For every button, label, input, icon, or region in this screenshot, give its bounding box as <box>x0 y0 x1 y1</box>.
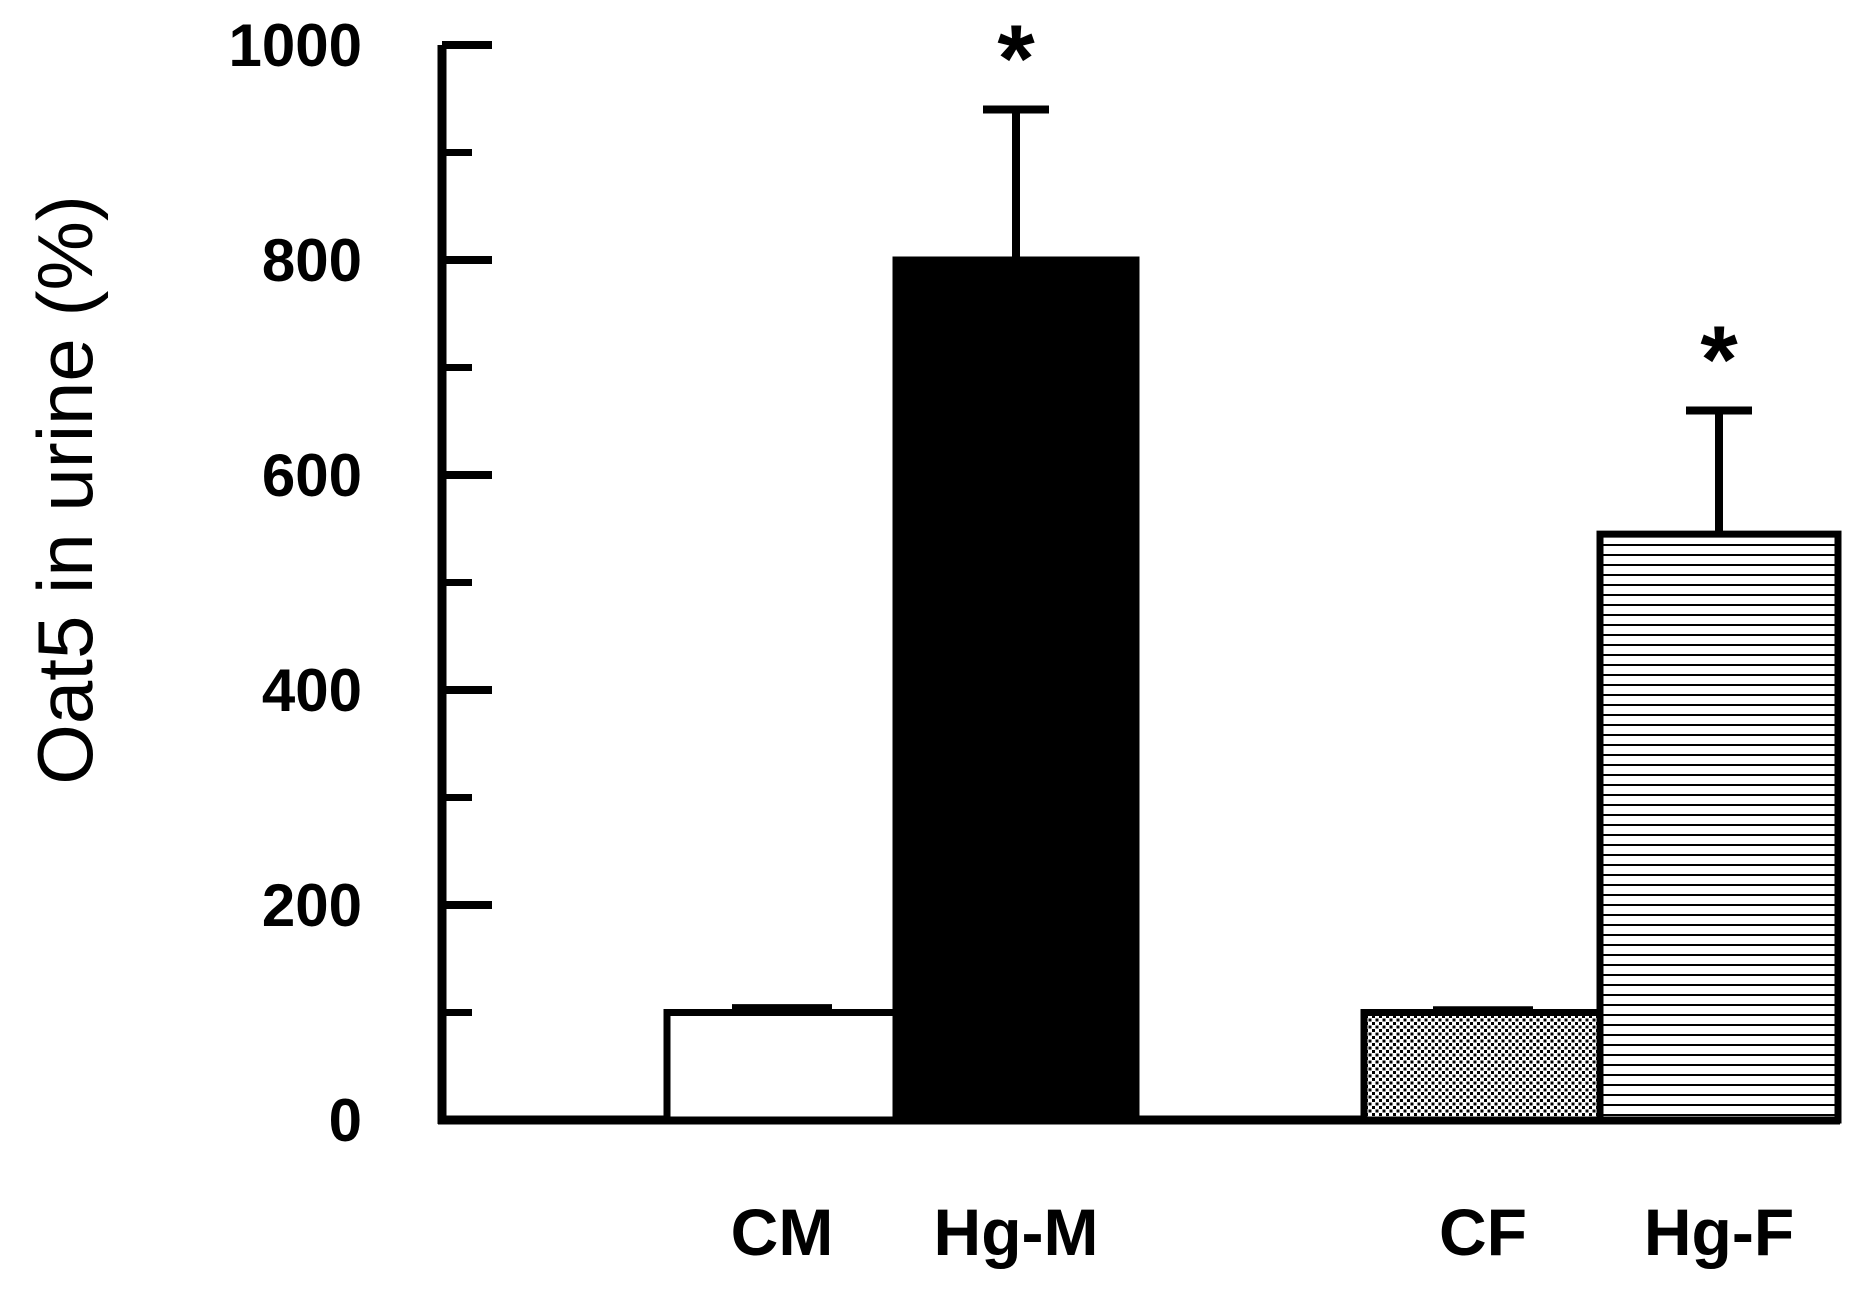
x-tick-label-hg-f: Hg-F <box>1644 1195 1794 1269</box>
y-tick-label: 1000 <box>229 12 362 79</box>
bar-cm <box>663 1009 901 1124</box>
significance-marker: * <box>1700 307 1738 414</box>
y-tick-label: 400 <box>262 657 362 724</box>
bar-cf <box>1360 1009 1606 1124</box>
x-tick-label-hg-m: Hg-M <box>934 1195 1099 1269</box>
y-axis-label: Oat5 in urine (%) <box>21 195 109 785</box>
bars <box>663 105 1842 1124</box>
x-tick-label-cf: CF <box>1439 1195 1527 1269</box>
y-tick-label: 200 <box>262 872 362 939</box>
x-tick-label-cm: CM <box>731 1195 834 1269</box>
y-tick-label: 600 <box>262 442 362 509</box>
y-tick-label: 800 <box>262 227 362 294</box>
bar-hg-f <box>1596 530 1842 1124</box>
significance-marker: * <box>997 6 1035 113</box>
bar-hg-m <box>892 256 1140 1124</box>
labels: * * 0 200 400 600 800 1000 CM Hg-M CF Hg-F <box>229 6 1795 1270</box>
y-tick-label: 0 <box>329 1087 362 1154</box>
